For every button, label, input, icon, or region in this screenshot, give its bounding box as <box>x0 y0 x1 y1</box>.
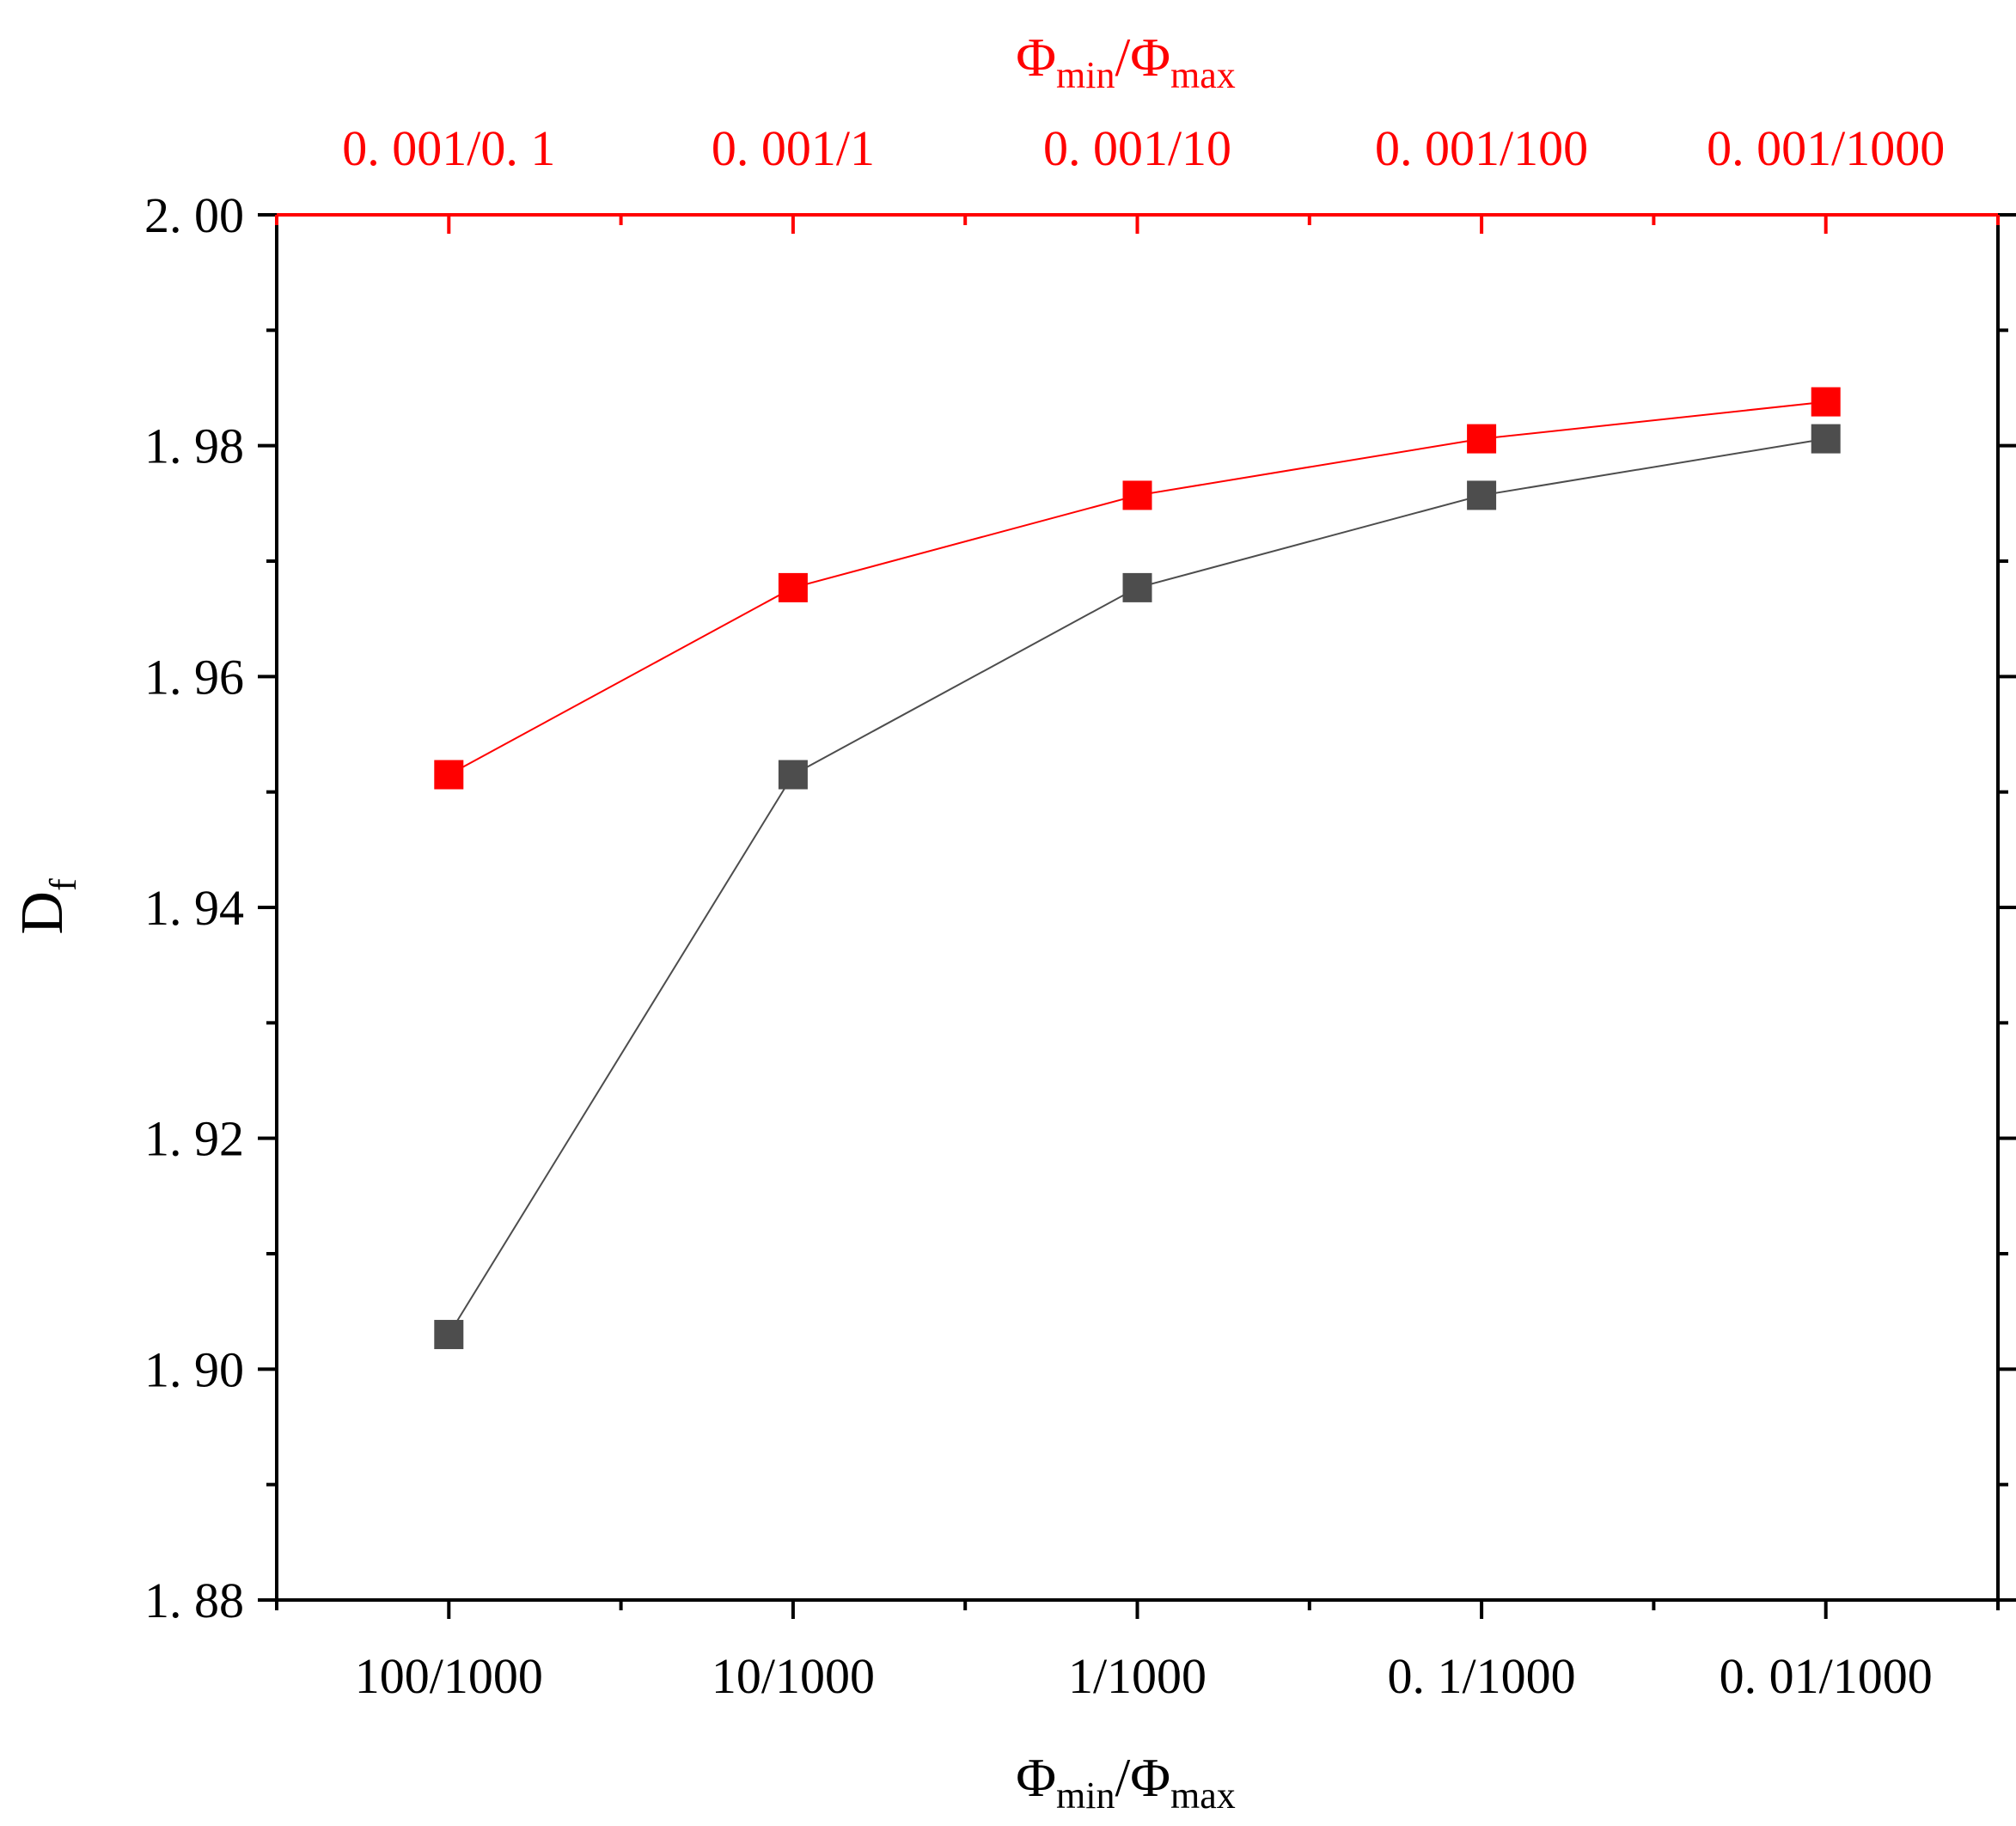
x-tick-label-bottom: 0. 01/1000 <box>1720 1648 1933 1704</box>
x-axis-bottom: 100/1000 10/1000 1/1000 0. 1/1000 0. 01/1000 <box>275 1600 2000 1704</box>
series-1-point <box>1811 387 1841 417</box>
x-tick-label-top: 0. 001/0. 1 <box>342 120 555 176</box>
x-axis-top-title: Φmin/Φmax <box>1016 27 1236 96</box>
plot-frame <box>275 213 2000 1602</box>
series-1-point <box>1122 480 1152 510</box>
y-tick-label: 1. 94 <box>144 880 244 936</box>
series-1-point <box>1467 424 1497 454</box>
y-tick-label: 1. 90 <box>144 1341 244 1397</box>
series-0-point <box>1467 480 1497 510</box>
x-tick-label-top: 0. 001/1000 <box>1707 120 1945 176</box>
series-0-point <box>1811 424 1841 454</box>
x-tick-label-top: 0. 001/100 <box>1375 120 1588 176</box>
x-tick-label-bottom: 10/1000 <box>712 1648 875 1704</box>
series-layer <box>434 387 1841 1350</box>
x-tick-label-top: 0. 001/10 <box>1043 120 1231 176</box>
x-tick-label-bottom: 0. 1/1000 <box>1388 1648 1576 1704</box>
x-tick-label-bottom: 100/1000 <box>355 1648 543 1704</box>
series-0-point <box>1122 572 1152 602</box>
y-tick-label: 2. 00 <box>144 187 244 243</box>
series-0-point <box>434 1320 464 1350</box>
x-tick-label-top: 0. 001/1 <box>712 120 875 176</box>
x-axis-top: 0. 001/0. 1 0. 001/1 0. 001/10 0. 001/100 0.… <box>275 120 2000 234</box>
y-tick-label: 1. 98 <box>144 418 244 474</box>
y-tick-label: 1. 96 <box>144 649 244 705</box>
x-tick-label-bottom: 1/1000 <box>1068 1648 1207 1704</box>
y-tick-label: 1. 88 <box>144 1573 244 1628</box>
y-tick-label: 1. 92 <box>144 1111 244 1167</box>
x-axis-bottom-title: Φmin/Φmax <box>1016 1747 1236 1817</box>
y-axis-title: Df <box>9 878 84 935</box>
series-0-point <box>778 760 808 790</box>
series-1-point <box>778 572 808 602</box>
y-axis: 1. 88 1. 90 1. 92 1. 94 1. 96 1. 98 2. 00 <box>144 187 2016 1628</box>
series-1-point <box>434 760 464 790</box>
